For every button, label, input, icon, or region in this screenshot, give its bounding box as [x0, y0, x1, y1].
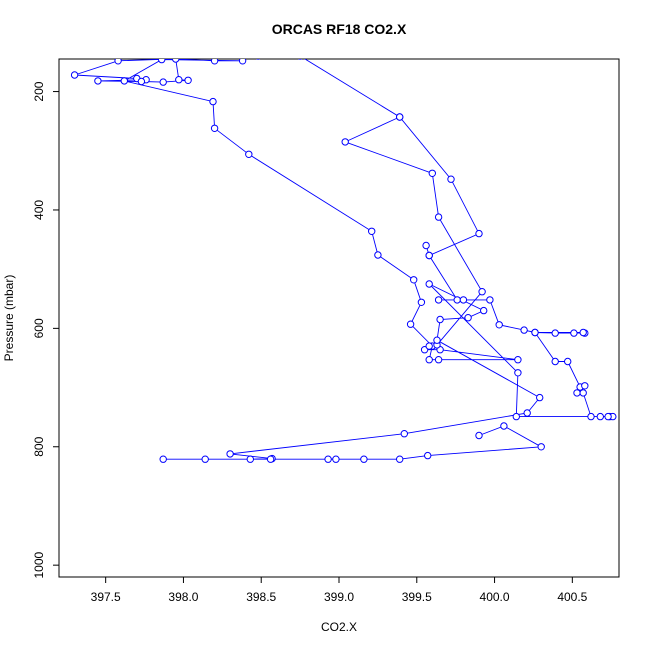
data-point — [368, 227, 376, 236]
data-point — [425, 356, 433, 364]
data-point — [201, 455, 209, 463]
data-point — [410, 276, 418, 284]
y-tick-label: 200 — [32, 81, 46, 101]
data-point — [324, 455, 332, 463]
data-point — [297, 59, 303, 60]
data-point — [238, 59, 247, 65]
x-axis: 397.5 398.0 398.5 399.0 399.5 400.0 400.5 — [91, 577, 588, 604]
data-point — [436, 315, 444, 324]
data-point — [158, 59, 166, 64]
y-tick-label: 600 — [32, 318, 46, 338]
data-point — [246, 455, 255, 463]
data-point — [425, 251, 433, 260]
data-point — [184, 76, 192, 85]
data-point — [209, 97, 217, 106]
plot-frame — [58, 58, 620, 578]
data-point — [564, 357, 572, 366]
data-point — [434, 296, 443, 304]
data-point — [551, 357, 559, 366]
data-point — [422, 241, 430, 250]
data-point — [500, 422, 508, 430]
data-point — [475, 229, 483, 238]
data-point — [604, 412, 612, 421]
data-point — [512, 412, 520, 421]
y-axis-label: Pressure (mbar) — [2, 275, 16, 362]
data-point — [495, 321, 503, 329]
x-tick-label: 398.0 — [168, 590, 198, 604]
data-point — [459, 296, 468, 304]
data-point — [531, 328, 539, 337]
data-point — [447, 175, 455, 183]
data-point — [581, 382, 589, 390]
data-point — [433, 336, 441, 344]
data-point — [396, 455, 404, 463]
data-point — [434, 356, 443, 364]
data-point — [374, 251, 382, 259]
data-point — [480, 306, 488, 315]
data-point — [172, 59, 180, 63]
data-point — [514, 369, 522, 377]
x-tick-label: 398.5 — [246, 590, 276, 604]
data-point — [523, 409, 531, 417]
data-point — [137, 77, 146, 86]
data-point — [536, 393, 544, 402]
data-point — [486, 296, 494, 304]
x-tick-label: 399.0 — [324, 590, 354, 604]
data-point — [210, 59, 219, 65]
data-point — [551, 329, 559, 337]
x-tick-label: 397.5 — [91, 590, 121, 604]
data-point — [94, 77, 102, 85]
data-point — [360, 455, 368, 463]
data-point — [579, 389, 587, 397]
data-point — [255, 59, 261, 60]
data-point — [175, 76, 183, 84]
data-point — [453, 296, 461, 304]
chart-title: ORCAS RF18 CO2.X — [272, 21, 407, 37]
data-point — [475, 431, 483, 440]
data-point — [245, 150, 253, 159]
data-point — [424, 451, 432, 460]
data-point — [587, 412, 595, 421]
data-point — [573, 389, 581, 397]
y-axis: 200 400 600 800 1000 — [32, 81, 59, 579]
data-point — [478, 288, 486, 296]
y-tick-label: 400 — [32, 200, 46, 220]
data-point — [406, 320, 415, 328]
data-point — [579, 328, 587, 337]
data-point — [417, 298, 426, 306]
data-point — [341, 138, 349, 146]
data-point — [537, 443, 545, 451]
data-point — [159, 455, 167, 463]
data-point — [425, 280, 433, 288]
series-line — [74, 59, 613, 460]
data-point — [210, 124, 219, 133]
data-point — [464, 314, 472, 322]
data-point — [159, 78, 167, 86]
y-tick-label: 1000 — [32, 551, 46, 578]
data-point — [226, 450, 234, 458]
data-point — [428, 169, 436, 178]
data-point — [570, 329, 578, 337]
x-tick-label: 399.5 — [402, 590, 432, 604]
data-point — [596, 412, 604, 421]
data-point — [400, 430, 408, 438]
x-axis-label: CO2.X — [321, 620, 357, 634]
y-tick-label: 800 — [32, 436, 46, 456]
data-point — [332, 455, 340, 463]
x-tick-label: 400.5 — [557, 590, 587, 604]
data-point — [514, 356, 522, 364]
x-tick-label: 400.0 — [480, 590, 510, 604]
series-co2 — [70, 59, 617, 463]
data-point — [120, 77, 129, 85]
data-point — [425, 342, 433, 350]
data-point — [114, 59, 122, 65]
data-point — [70, 71, 79, 79]
data-point — [434, 213, 443, 221]
data-point — [520, 326, 528, 334]
data-point — [266, 455, 275, 463]
data-point — [396, 113, 404, 121]
